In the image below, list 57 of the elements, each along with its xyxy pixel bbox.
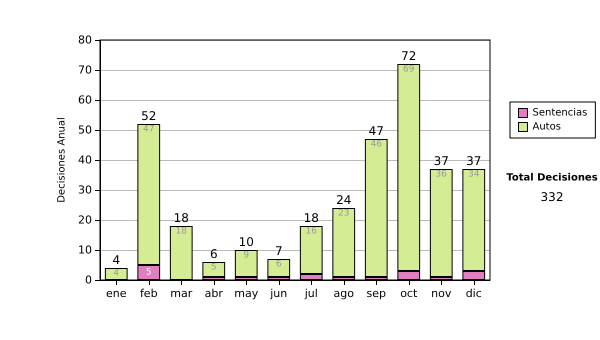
total-label: 47: [368, 124, 384, 138]
y-tick-label: 0: [85, 274, 92, 286]
bar: [364, 139, 388, 277]
data-label: 16: [306, 226, 318, 236]
text: Total Decisiones: [506, 172, 598, 184]
x-tick-label: nov: [431, 287, 452, 300]
bar: [430, 169, 453, 277]
x-tick-label: abr: [204, 287, 224, 300]
legend-label: Sentencias: [532, 108, 588, 118]
total-label: 4: [112, 253, 120, 267]
y-axis-title: Decisiones Anual: [56, 117, 68, 203]
y-tick-label: 10: [78, 244, 92, 256]
y-tick-label: 80: [78, 34, 92, 46]
x-tick-label: jul: [304, 287, 318, 300]
data-label: 69: [403, 64, 415, 74]
total-label: 18: [304, 211, 319, 225]
total-label: 6: [210, 247, 218, 261]
bar: [332, 208, 356, 277]
x-tick-label: may: [234, 287, 259, 300]
x-tick-label: mar: [170, 287, 193, 300]
x-tick-label: feb: [140, 287, 158, 300]
data-label: 4: [113, 268, 120, 278]
text: 332: [540, 190, 564, 204]
y-tick-label: 30: [78, 184, 92, 196]
bar: [234, 250, 258, 277]
total-label: 24: [336, 193, 352, 207]
x-tick-label: dic: [466, 287, 482, 300]
x-tick-label: oct: [400, 287, 418, 300]
data-label: 6: [276, 260, 282, 270]
bar: [267, 259, 290, 277]
x-tick-label: ago: [334, 287, 354, 300]
data-label: 5: [210, 262, 217, 272]
data-label: 34: [468, 170, 480, 180]
legend-label: Autos: [532, 122, 561, 132]
bar: [202, 262, 226, 277]
data-label: 36: [436, 170, 448, 180]
total-label: 10: [238, 235, 254, 249]
data-label: 23: [338, 208, 350, 218]
data-label: 46: [370, 140, 382, 150]
x-tick-label: jun: [269, 287, 288, 300]
total-label: 7: [274, 244, 283, 258]
x-tick-label: sep: [366, 287, 386, 300]
y-tick-label: 60: [78, 94, 92, 106]
data-label: 9: [243, 250, 250, 260]
total-label: 72: [401, 49, 416, 63]
data-label: 5: [146, 268, 152, 278]
y-tick-label: 20: [78, 214, 92, 226]
total-label: 18: [174, 211, 189, 225]
total-label: 37: [434, 154, 449, 168]
data-label: 18: [176, 226, 188, 236]
total-label: 37: [466, 154, 482, 168]
y-tick-label: 40: [78, 154, 92, 166]
y-tick-label: 70: [78, 64, 92, 76]
data-label: 47: [143, 124, 154, 134]
total-label: 52: [141, 109, 156, 123]
x-tick-label: ene: [106, 287, 127, 300]
y-tick-label: 50: [78, 124, 92, 136]
